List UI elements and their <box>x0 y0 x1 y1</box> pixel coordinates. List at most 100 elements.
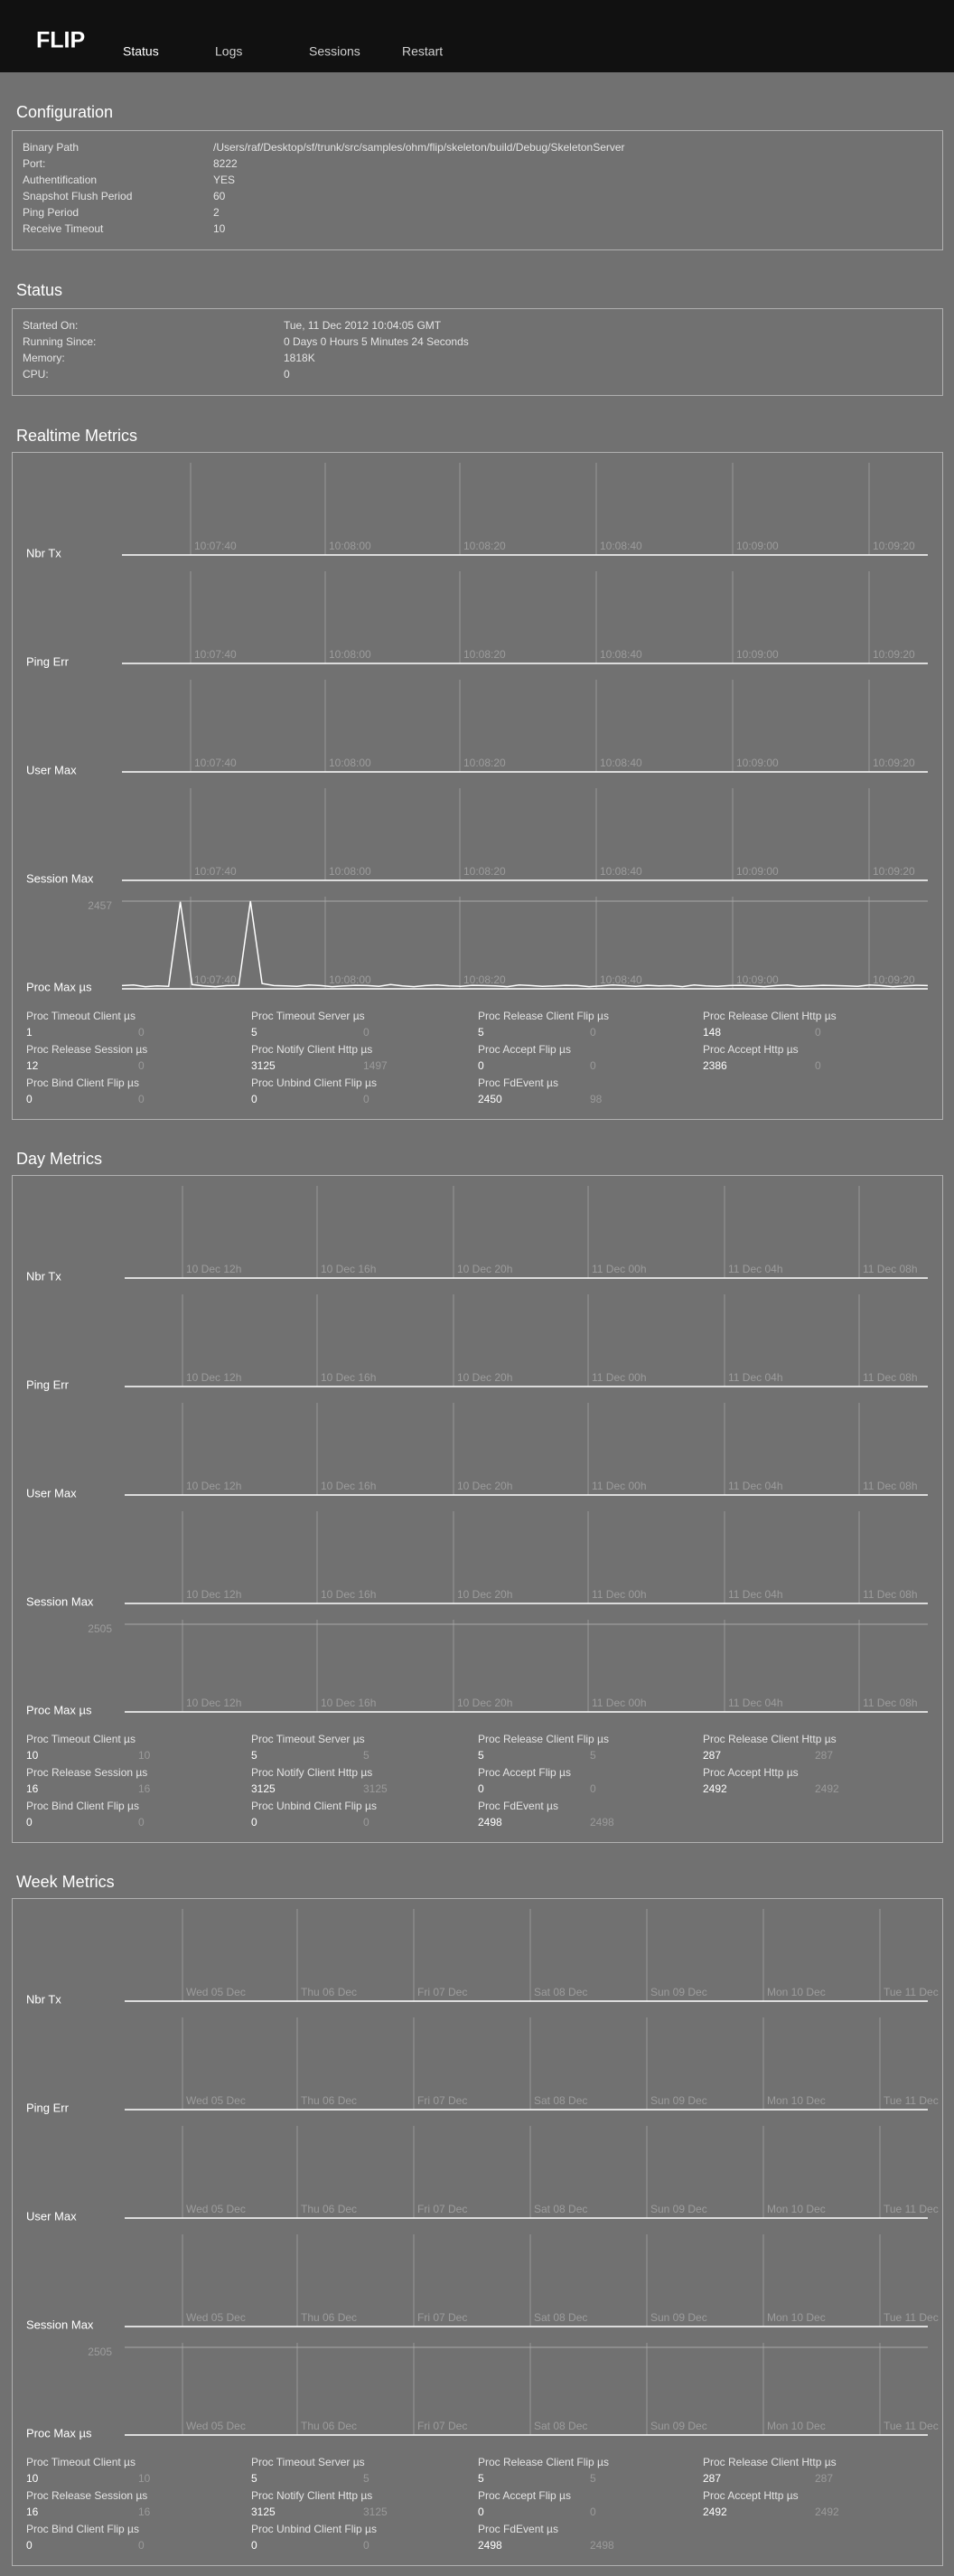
nav-item[interactable]: Logs <box>215 44 242 59</box>
stat-value: 3125 <box>251 1782 276 1795</box>
row-value: 0 <box>284 368 290 381</box>
x-tick-label: 10 Dec 20h <box>457 1588 512 1601</box>
stat-value-secondary: 0 <box>363 1816 369 1829</box>
stat-value-secondary: 0 <box>815 1059 821 1072</box>
row-value: 0 Days 0 Hours 5 Minutes 24 Seconds <box>284 335 469 348</box>
stat-value: 5 <box>251 2472 257 2485</box>
x-tick-label: Sun 09 Dec <box>650 2203 707 2215</box>
stat-value-secondary: 5 <box>363 1749 369 1762</box>
stat-value: 0 <box>478 2505 484 2518</box>
row-value: Tue, 11 Dec 2012 10:04:05 GMT <box>284 319 442 332</box>
x-tick-label: Sun 09 Dec <box>650 2311 707 2324</box>
nav-item[interactable]: Status <box>123 44 159 59</box>
stat-name: Proc Release Session µs <box>26 1043 147 1056</box>
section-box <box>12 308 943 396</box>
x-tick-label: 11 Dec 04h <box>728 1371 783 1384</box>
x-tick-label: 10:09:20 <box>873 973 915 986</box>
x-tick-label: 10 Dec 12h <box>186 1697 241 1709</box>
stat-value: 1 <box>26 1026 33 1039</box>
stat-value: 0 <box>251 2539 257 2552</box>
x-tick-label: 11 Dec 08h <box>863 1588 918 1601</box>
stat-name: Proc Timeout Server µs <box>251 2456 365 2468</box>
x-tick-label: Thu 06 Dec <box>301 2203 357 2215</box>
stat-value: 5 <box>478 1749 484 1762</box>
x-tick-label: 10 Dec 16h <box>321 1697 376 1709</box>
x-tick-label: 11 Dec 00h <box>592 1263 647 1275</box>
stat-name: Proc Timeout Client µs <box>26 2456 136 2468</box>
chart-label: Proc Max µs <box>26 1703 92 1716</box>
nav-item[interactable]: Sessions <box>309 44 360 59</box>
stat-value-secondary: 5 <box>590 1749 596 1762</box>
x-tick-label: 11 Dec 00h <box>592 1588 647 1601</box>
row-value: 8222 <box>213 157 238 170</box>
nav-item[interactable]: Restart <box>402 44 443 59</box>
stat-value-secondary: 0 <box>815 1026 821 1039</box>
x-tick-label: Fri 07 Dec <box>417 2203 467 2215</box>
x-tick-label: Fri 07 Dec <box>417 1986 467 1998</box>
x-tick-label: 10:09:00 <box>736 973 779 986</box>
stat-value: 2450 <box>478 1093 502 1105</box>
stat-value-secondary: 16 <box>138 2505 151 2518</box>
stat-name: Proc Bind Client Flip µs <box>26 1800 139 1812</box>
x-tick-label: Sun 09 Dec <box>650 2094 707 2107</box>
x-tick-label: 10:09:20 <box>873 865 915 878</box>
chart-label: Proc Max µs <box>26 2426 92 2440</box>
x-tick-label: 11 Dec 00h <box>592 1371 647 1384</box>
stat-value: 0 <box>251 1816 257 1829</box>
row-label: Running Since: <box>23 335 96 348</box>
stat-value: 0 <box>478 1059 484 1072</box>
x-tick-label: 10:09:00 <box>736 757 779 769</box>
x-tick-label: Tue 11 Dec <box>884 2203 939 2215</box>
row-label: Binary Path <box>23 141 79 154</box>
stat-value: 5 <box>478 1026 484 1039</box>
stat-value: 3125 <box>251 1059 276 1072</box>
stat-value-secondary: 5 <box>590 2472 596 2485</box>
stat-value-secondary: 0 <box>138 2539 145 2552</box>
chart-label: User Max <box>26 763 77 776</box>
stat-name: Proc Unbind Client Flip µs <box>251 1076 377 1089</box>
x-tick-label: 11 Dec 08h <box>863 1263 918 1275</box>
stat-value: 16 <box>26 1782 39 1795</box>
stat-name: Proc FdEvent µs <box>478 1076 558 1089</box>
stat-value: 10 <box>26 1749 39 1762</box>
stat-value: 12 <box>26 1059 39 1072</box>
x-tick-label: Thu 06 Dec <box>301 2094 357 2107</box>
stat-value: 16 <box>26 2505 39 2518</box>
x-tick-label: 10:08:20 <box>463 973 506 986</box>
stat-value: 5 <box>251 1749 257 1762</box>
stat-value: 3125 <box>251 2505 276 2518</box>
chart-label: Proc Max µs <box>26 980 92 993</box>
logo: FLIP <box>36 28 85 53</box>
x-tick-label: Sat 08 Dec <box>534 1986 587 1998</box>
x-tick-label: 11 Dec 00h <box>592 1697 647 1709</box>
stat-value: 2498 <box>478 2539 502 2552</box>
stat-name: Proc Notify Client Http µs <box>251 2489 372 2502</box>
x-tick-label: 11 Dec 04h <box>728 1697 783 1709</box>
chart-label: User Max <box>26 1486 77 1500</box>
stat-value-secondary: 0 <box>590 1782 596 1795</box>
x-tick-label: 10:08:00 <box>329 540 371 552</box>
x-tick-label: 10 Dec 16h <box>321 1588 376 1601</box>
x-tick-label: Tue 11 Dec <box>884 2094 939 2107</box>
y-tick-label: 2457 <box>88 899 112 912</box>
stat-value-secondary: 0 <box>363 2539 369 2552</box>
stat-name: Proc Release Session µs <box>26 1766 147 1779</box>
stat-value-secondary: 3125 <box>363 1782 388 1795</box>
stat-value-secondary: 0 <box>138 1093 145 1105</box>
x-tick-label: 10:08:20 <box>463 865 506 878</box>
stat-name: Proc Accept Flip µs <box>478 1766 571 1779</box>
stat-name: Proc Notify Client Http µs <box>251 1043 372 1056</box>
x-tick-label: 10:08:00 <box>329 757 371 769</box>
x-tick-label: Mon 10 Dec <box>767 2094 826 2107</box>
x-tick-label: 10:07:40 <box>194 865 237 878</box>
chart-label: Session Max <box>26 2317 94 2331</box>
x-tick-label: 10:09:00 <box>736 540 779 552</box>
chart-label: Ping Err <box>26 654 70 668</box>
row-value: 60 <box>213 190 226 202</box>
stat-name: Proc FdEvent µs <box>478 2523 558 2535</box>
x-tick-label: 11 Dec 04h <box>728 1480 783 1492</box>
x-tick-label: 10:07:40 <box>194 648 237 661</box>
stat-value: 287 <box>703 2472 721 2485</box>
chart-label: Session Max <box>26 1594 94 1608</box>
